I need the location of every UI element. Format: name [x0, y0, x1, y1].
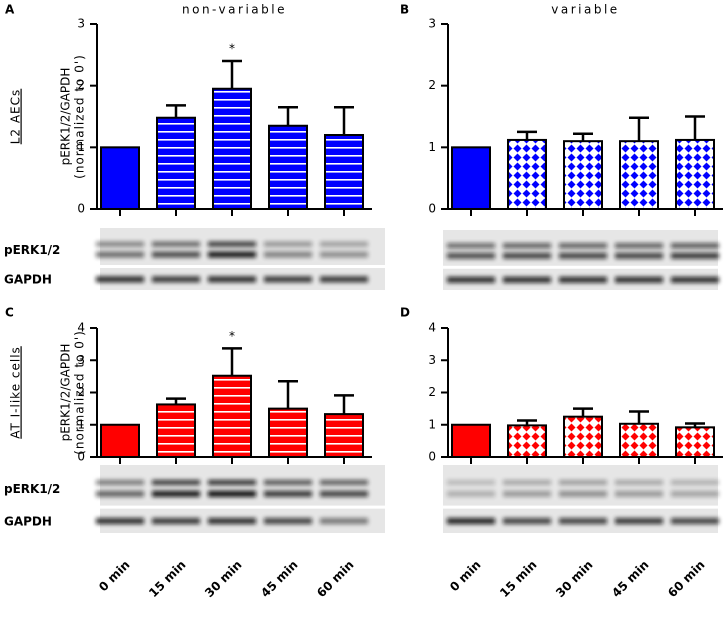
bar — [451, 146, 491, 210]
blot-label: GAPDH — [4, 273, 52, 287]
bar — [675, 138, 715, 210]
x-tick-label: 0 min — [447, 558, 484, 595]
panel-title: variable — [551, 3, 619, 17]
y-tick-label: 2 — [428, 385, 436, 399]
row-label: AT I-like cells — [9, 346, 23, 439]
y-tick-label: 0 — [77, 202, 85, 216]
y-axis-label: pERK1/2/GAPDH — [59, 68, 73, 166]
blot-label: pERK1/2 — [4, 482, 60, 496]
x-tick-label: 15 min — [497, 558, 539, 600]
error-bar — [278, 106, 298, 126]
bar — [451, 423, 491, 458]
x-tick-label: 45 min — [609, 558, 651, 600]
error-bar — [517, 130, 537, 140]
bar — [212, 87, 252, 210]
bar — [212, 374, 252, 459]
y-axis-label-note: (normalized to 0') — [73, 54, 87, 179]
x-tick-label: 60 min — [314, 558, 356, 600]
error-bar — [334, 394, 354, 415]
bar — [156, 116, 196, 210]
error-bar — [222, 59, 242, 89]
y-tick-label: 3 — [428, 17, 436, 31]
y-tick-label: 0 — [428, 202, 436, 216]
bar — [156, 403, 196, 458]
error-bar — [573, 407, 593, 417]
error-bar — [278, 379, 298, 409]
significance-label: * — [229, 329, 235, 343]
error-bar — [573, 132, 593, 142]
bar — [619, 422, 659, 458]
error-bar — [629, 410, 649, 424]
y-tick-label: 3 — [428, 353, 436, 367]
x-tick-label: 30 min — [202, 558, 244, 600]
bar — [507, 424, 547, 458]
bar — [324, 134, 364, 210]
y-tick-label: 4 — [428, 321, 436, 335]
blot-image — [443, 465, 719, 533]
y-tick-label: 4 — [77, 321, 85, 335]
y-tick-label: 2 — [77, 385, 85, 399]
row-label: L2 AECs — [9, 89, 23, 145]
bar — [563, 140, 603, 211]
y-tick-label: 2 — [77, 78, 85, 92]
bar — [324, 413, 364, 459]
bar — [268, 124, 308, 210]
panel-label: D — [400, 306, 410, 320]
y-tick-label: 0 — [77, 450, 85, 464]
bar — [268, 407, 308, 458]
error-bar — [166, 104, 186, 118]
error-bar — [334, 106, 354, 135]
y-tick-label: 2 — [428, 78, 436, 92]
significance-label: * — [229, 42, 235, 56]
panel-label: B — [400, 3, 409, 17]
panel-label: A — [5, 3, 15, 17]
y-axis-label: pERK1/2/GAPDH — [59, 344, 73, 442]
x-tick-label: 45 min — [258, 558, 300, 600]
y-tick-label: 3 — [77, 353, 85, 367]
y-axis-label-note: (normalized to 0') — [73, 330, 87, 455]
panel-label: C — [5, 306, 14, 320]
y-tick-label: 1 — [77, 417, 85, 431]
x-tick-label: 60 min — [665, 558, 707, 600]
bar — [100, 423, 140, 458]
blot-image — [96, 228, 385, 290]
blot-image — [96, 465, 385, 533]
bar — [563, 415, 603, 458]
y-tick-label: 3 — [77, 17, 85, 31]
error-bar — [685, 115, 705, 140]
panel-title: non-variable — [182, 3, 287, 17]
y-tick-label: 1 — [428, 140, 436, 154]
blot-image — [443, 230, 719, 290]
x-tick-label: 15 min — [146, 558, 188, 600]
blot-label: pERK1/2 — [4, 243, 60, 257]
x-tick-label: 0 min — [96, 558, 133, 595]
blot-label: GAPDH — [4, 515, 52, 529]
y-tick-label: 1 — [77, 140, 85, 154]
y-tick-label: 0 — [428, 450, 436, 464]
bar — [675, 426, 715, 458]
bar — [100, 146, 140, 210]
y-tick-label: 1 — [428, 417, 436, 431]
error-bar — [629, 116, 649, 142]
bar — [619, 140, 659, 211]
x-tick-label: 30 min — [553, 558, 595, 600]
bar — [507, 138, 547, 210]
error-bar — [222, 347, 242, 376]
